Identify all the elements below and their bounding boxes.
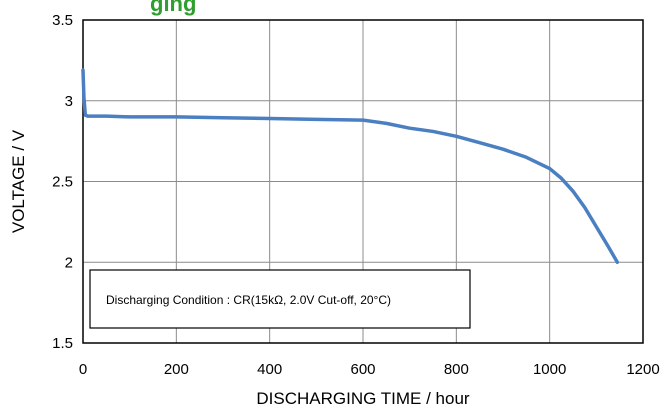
x-tick-label: 400 [257,361,282,378]
y-tick-label: 3 [65,93,73,110]
series-line [81,68,620,264]
x-tick-label: 1000 [533,361,566,378]
plot-frame [82,19,644,344]
y-axis-title: VOLTAGE / V [9,129,28,233]
annotation-text: Discharging Condition : CR(15kΩ, 2.0V Cu… [106,293,391,307]
y-tick-label: 3.5 [52,12,73,29]
y-tick-label: 1.5 [52,335,73,352]
x-tick-label: 600 [350,361,375,378]
y-tick-labels: 1.5 2 2.5 3 3.5 [52,12,73,352]
y-tick-label: 2 [65,254,73,271]
x-tick-labels: 0 200 400 600 800 1000 1200 [79,361,660,378]
y-tick-label: 2.5 [52,174,73,191]
x-tick-label: 200 [164,361,189,378]
x-tick-label: 800 [444,361,469,378]
x-tick-label: 1200 [626,361,659,378]
chart-title-fragment: ging [150,0,196,16]
x-axis-title: DISCHARGING TIME / hour [256,389,470,408]
annotation-box [89,269,471,329]
x-tick-label: 0 [79,361,87,378]
